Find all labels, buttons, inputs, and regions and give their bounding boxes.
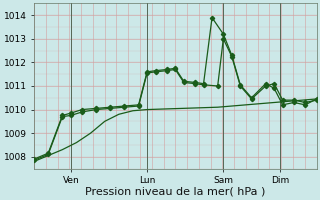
X-axis label: Pression niveau de la mer( hPa ): Pression niveau de la mer( hPa ) [85, 187, 266, 197]
